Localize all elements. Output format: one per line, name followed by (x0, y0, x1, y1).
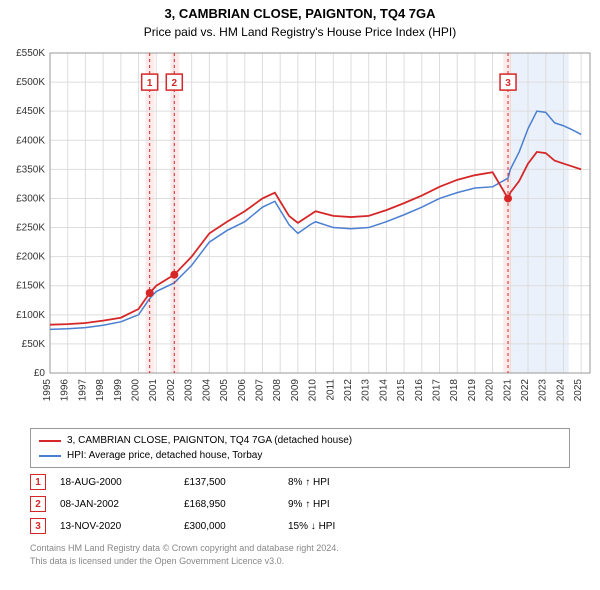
svg-text:1996: 1996 (60, 379, 71, 402)
event-marker: 2 (30, 496, 46, 512)
svg-text:2001: 2001 (148, 379, 159, 402)
event-row: 2 08-JAN-2002 £168,950 9% ↑ HPI (30, 496, 570, 512)
svg-text:£150K: £150K (16, 281, 45, 292)
svg-text:2021: 2021 (502, 379, 513, 402)
svg-text:3: 3 (505, 78, 511, 89)
svg-text:2022: 2022 (520, 379, 531, 402)
svg-text:2017: 2017 (432, 379, 443, 402)
svg-text:2: 2 (172, 78, 178, 89)
svg-text:2025: 2025 (573, 379, 584, 402)
svg-text:2007: 2007 (254, 379, 265, 402)
svg-text:2008: 2008 (272, 379, 283, 402)
svg-text:2006: 2006 (237, 379, 248, 402)
svg-text:2012: 2012 (343, 379, 354, 402)
svg-text:2024: 2024 (555, 379, 566, 402)
svg-text:£400K: £400K (16, 135, 45, 146)
event-date: 13-NOV-2020 (60, 521, 170, 532)
svg-text:2009: 2009 (290, 379, 301, 402)
event-marker: 3 (30, 518, 46, 534)
svg-text:£200K: £200K (16, 252, 45, 263)
svg-text:2016: 2016 (414, 379, 425, 402)
event-price: £168,950 (184, 499, 274, 510)
svg-text:2020: 2020 (485, 379, 496, 402)
event-date: 18-AUG-2000 (60, 477, 170, 488)
svg-text:1998: 1998 (95, 379, 106, 402)
svg-text:£500K: £500K (16, 77, 45, 88)
event-pct: 15% ↓ HPI (288, 521, 335, 532)
svg-text:2000: 2000 (131, 379, 142, 402)
svg-text:2011: 2011 (325, 379, 336, 401)
footer-line: Contains HM Land Registry data © Crown c… (30, 542, 570, 555)
svg-text:2002: 2002 (166, 379, 177, 402)
svg-text:£350K: £350K (16, 164, 45, 175)
event-date: 08-JAN-2002 (60, 499, 170, 510)
event-price: £137,500 (184, 477, 274, 488)
svg-text:£50K: £50K (22, 339, 46, 350)
legend-row: HPI: Average price, detached house, Torb… (39, 448, 561, 463)
event-marker: 1 (30, 474, 46, 490)
page-title: 3, CAMBRIAN CLOSE, PAIGNTON, TQ4 7GA (0, 6, 600, 21)
svg-text:1999: 1999 (113, 379, 124, 402)
event-row: 1 18-AUG-2000 £137,500 8% ↑ HPI (30, 474, 570, 490)
svg-text:2004: 2004 (201, 379, 212, 402)
price-chart: £0 £50K £100K £150K £200K £250K £300K £350K £400… (0, 45, 600, 420)
svg-text:2003: 2003 (184, 379, 195, 402)
event-row: 3 13-NOV-2020 £300,000 15% ↓ HPI (30, 518, 570, 534)
svg-text:2014: 2014 (378, 379, 389, 402)
svg-text:1: 1 (147, 78, 153, 89)
legend-swatch-2 (39, 455, 61, 457)
svg-text:2015: 2015 (396, 379, 407, 402)
svg-text:£0: £0 (34, 368, 46, 379)
svg-text:£450K: £450K (16, 106, 45, 117)
svg-text:1995: 1995 (42, 379, 53, 402)
legend-row: 3, CAMBRIAN CLOSE, PAIGNTON, TQ4 7GA (de… (39, 433, 561, 448)
svg-text:1997: 1997 (77, 379, 88, 402)
svg-text:2018: 2018 (449, 379, 460, 402)
legend-swatch-1 (39, 440, 61, 442)
footer-notice: Contains HM Land Registry data © Crown c… (30, 542, 570, 567)
legend: 3, CAMBRIAN CLOSE, PAIGNTON, TQ4 7GA (de… (30, 428, 570, 468)
svg-text:£300K: £300K (16, 193, 45, 204)
svg-text:£250K: £250K (16, 223, 45, 234)
events-table: 1 18-AUG-2000 £137,500 8% ↑ HPI 2 08-JAN-2002… (30, 474, 570, 534)
legend-label: 3, CAMBRIAN CLOSE, PAIGNTON, TQ4 7GA (de… (67, 433, 352, 448)
svg-text:2023: 2023 (538, 379, 549, 402)
event-pct: 8% ↑ HPI (288, 477, 330, 488)
svg-text:£100K: £100K (16, 310, 45, 321)
svg-text:2005: 2005 (219, 379, 230, 402)
svg-text:£550K: £550K (16, 48, 45, 59)
footer-line: This data is licensed under the Open Gov… (30, 555, 570, 568)
event-pct: 9% ↑ HPI (288, 499, 330, 510)
page-subtitle: Price paid vs. HM Land Registry's House … (0, 25, 600, 39)
event-price: £300,000 (184, 521, 274, 532)
legend-label: HPI: Average price, detached house, Torb… (67, 448, 262, 463)
svg-text:2019: 2019 (467, 379, 478, 402)
svg-text:2013: 2013 (361, 379, 372, 402)
svg-text:2010: 2010 (308, 379, 319, 402)
